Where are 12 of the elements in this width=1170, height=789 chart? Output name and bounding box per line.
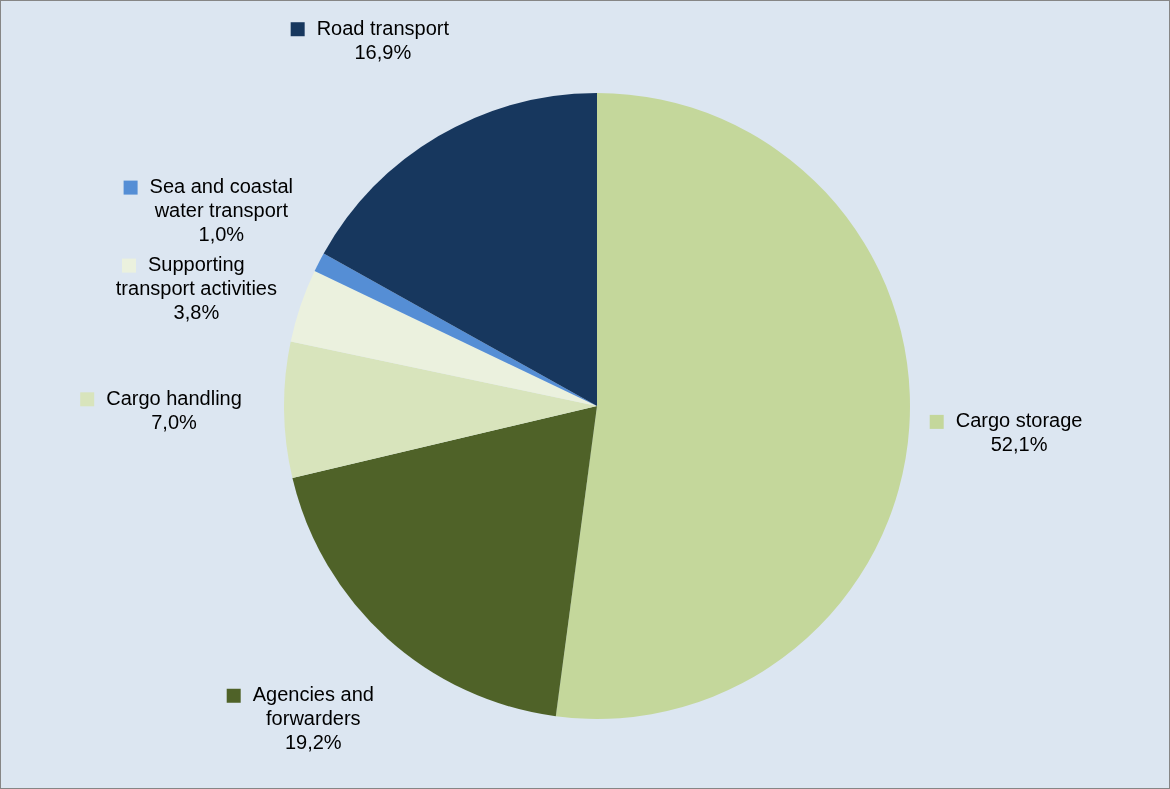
legend-label: Agencies and forwarders xyxy=(252,683,374,730)
data-label: 7,0% xyxy=(151,410,198,433)
data-label: 16,9% xyxy=(354,40,412,63)
data-label: 52,1% xyxy=(990,433,1048,456)
legend-label: Cargo storage xyxy=(955,409,1083,432)
legend-label: Supporting transport activities xyxy=(115,253,277,300)
data-label: 19,2% xyxy=(284,731,342,754)
data-label: 3,8% xyxy=(173,301,220,324)
legend-label: Cargo handling xyxy=(106,386,242,409)
legend-label: Road transport xyxy=(316,16,450,39)
data-label: 1,0% xyxy=(198,223,245,246)
legend-label: Sea and coastal water transport xyxy=(149,175,294,222)
